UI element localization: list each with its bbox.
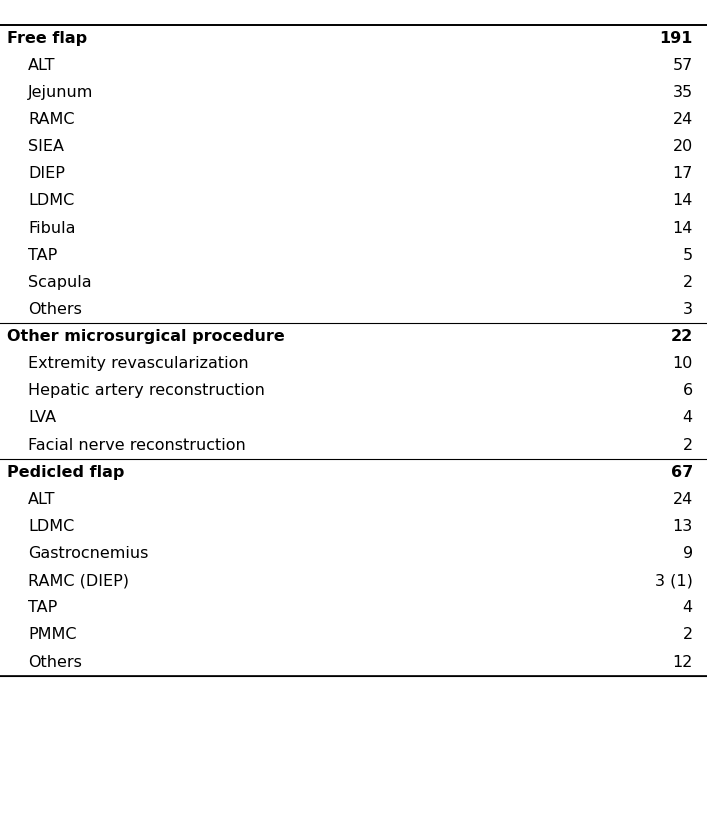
Text: 9: 9: [683, 546, 693, 561]
Text: 12: 12: [672, 654, 693, 670]
Text: TAP: TAP: [28, 247, 57, 263]
Text: Scapula: Scapula: [28, 275, 92, 290]
Text: Hepatic artery reconstruction: Hepatic artery reconstruction: [28, 383, 265, 399]
Text: 5: 5: [683, 247, 693, 263]
Text: 6: 6: [683, 383, 693, 399]
Text: ALT: ALT: [28, 492, 56, 507]
Text: Others: Others: [28, 654, 82, 670]
Text: 4: 4: [683, 600, 693, 616]
Text: RAMC: RAMC: [28, 112, 75, 127]
Text: LDMC: LDMC: [28, 193, 74, 209]
Text: 67: 67: [671, 464, 693, 480]
Text: Extremity revascularization: Extremity revascularization: [28, 356, 249, 372]
Text: Gastrocnemius: Gastrocnemius: [28, 546, 148, 561]
Text: LDMC: LDMC: [28, 519, 74, 534]
Text: Pedicled flap: Pedicled flap: [7, 464, 124, 480]
Text: 10: 10: [672, 356, 693, 372]
Text: 191: 191: [660, 30, 693, 46]
Text: SIEA: SIEA: [28, 139, 64, 155]
Text: Jejunum: Jejunum: [28, 85, 93, 100]
Text: TAP: TAP: [28, 600, 57, 616]
Text: 22: 22: [671, 329, 693, 344]
Text: 17: 17: [672, 166, 693, 182]
Text: 2: 2: [683, 275, 693, 290]
Text: RAMC (DIEP): RAMC (DIEP): [28, 573, 129, 589]
Text: 24: 24: [672, 112, 693, 127]
Text: 4: 4: [683, 410, 693, 426]
Text: Fibula: Fibula: [28, 220, 76, 236]
Text: 2: 2: [683, 437, 693, 453]
Text: 57: 57: [672, 58, 693, 73]
Text: ALT: ALT: [28, 58, 56, 73]
Text: 14: 14: [672, 220, 693, 236]
Text: 13: 13: [672, 519, 693, 534]
Text: PMMC: PMMC: [28, 627, 77, 643]
Text: 20: 20: [672, 139, 693, 155]
Text: 3: 3: [683, 302, 693, 317]
Text: Free flap: Free flap: [7, 30, 87, 46]
Text: 24: 24: [672, 492, 693, 507]
Text: 3 (1): 3 (1): [655, 573, 693, 589]
Text: Facial nerve reconstruction: Facial nerve reconstruction: [28, 437, 246, 453]
Text: DIEP: DIEP: [28, 166, 65, 182]
Text: Other microsurgical procedure: Other microsurgical procedure: [7, 329, 285, 344]
Text: 14: 14: [672, 193, 693, 209]
Text: Others: Others: [28, 302, 82, 317]
Text: 2: 2: [683, 627, 693, 643]
Text: LVA: LVA: [28, 410, 57, 426]
Text: 35: 35: [673, 85, 693, 100]
